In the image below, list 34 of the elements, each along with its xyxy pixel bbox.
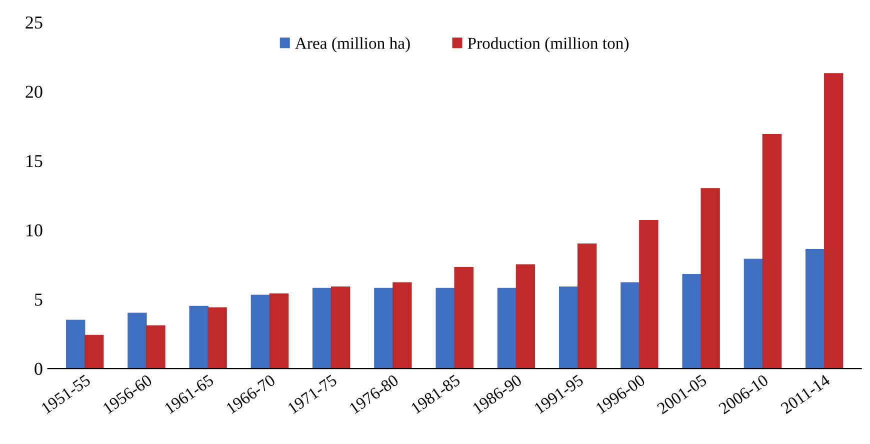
bar <box>146 325 166 369</box>
bar <box>497 288 517 369</box>
bar <box>682 274 702 369</box>
bar <box>558 286 578 369</box>
bar <box>824 73 844 369</box>
y-tick-label: 10 <box>26 224 42 236</box>
bar <box>374 288 394 369</box>
bar <box>84 334 104 369</box>
bar <box>189 306 208 369</box>
bar <box>392 282 412 369</box>
bar <box>805 249 825 369</box>
legend-label: Area (million ha) <box>295 37 410 52</box>
y-tick-label: 5 <box>35 294 42 306</box>
legend-label: Production (million ton) <box>468 37 629 52</box>
bar <box>269 293 289 369</box>
y-tick-label: 0 <box>34 362 42 375</box>
bar <box>577 243 597 369</box>
bar <box>128 312 147 369</box>
bar <box>700 188 720 369</box>
bar <box>330 286 350 369</box>
bar <box>454 267 474 369</box>
bar <box>66 320 86 369</box>
bar <box>516 264 536 369</box>
bar <box>762 134 782 369</box>
y-tick-label: 20 <box>26 86 42 98</box>
bar <box>208 307 227 369</box>
y-tick-label: 15 <box>26 155 42 168</box>
bar <box>639 220 658 369</box>
y-tick-label: 25 <box>26 16 42 29</box>
bar <box>436 288 455 369</box>
bar <box>250 294 270 369</box>
bar <box>312 288 332 369</box>
bar <box>620 282 640 369</box>
bar <box>744 258 764 369</box>
